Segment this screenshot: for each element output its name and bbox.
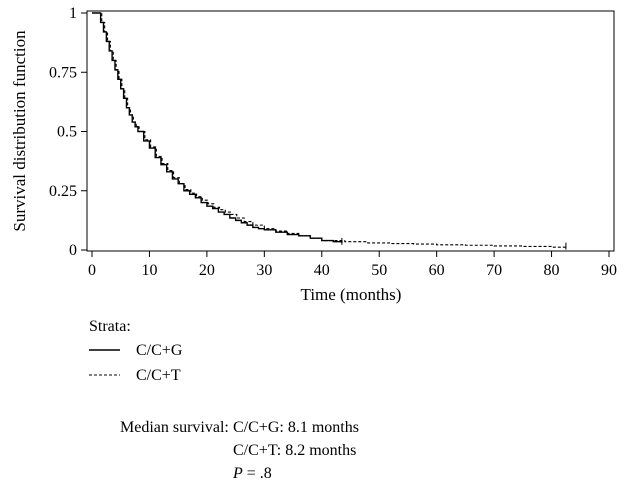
plot-frame <box>86 10 615 252</box>
legend-label-ct: C/C+T <box>136 367 181 384</box>
x-tick-label: 0 <box>88 262 96 279</box>
y-tick-label: 0.5 <box>57 124 77 141</box>
x-axis-title: Time (months) <box>301 285 402 304</box>
y-tick-label: 1 <box>69 5 77 22</box>
x-tick-label: 60 <box>429 262 445 279</box>
series-line-ct <box>92 12 567 248</box>
legend-title: Strata: <box>89 318 131 335</box>
y-tick-label: 0.25 <box>49 183 77 200</box>
x-tick-label: 50 <box>371 262 387 279</box>
median-survival-label: Median survival: <box>120 419 229 436</box>
y-axis-ticks: 0 0.25 0.5 0.75 1 <box>49 5 87 259</box>
x-tick-label: 80 <box>544 262 560 279</box>
x-tick-label: 90 <box>601 262 617 279</box>
x-tick-label: 20 <box>199 262 215 279</box>
x-tick-label: 10 <box>141 262 157 279</box>
x-tick-label: 70 <box>486 262 502 279</box>
median-survival-notes: Median survival: C/C+G: 8.1 months C/C+T… <box>120 419 359 482</box>
x-tick-label: 40 <box>314 262 330 279</box>
series-layer <box>92 12 567 250</box>
y-axis-title: Survival distribution function <box>10 30 29 232</box>
p-value-number: = .8 <box>243 465 272 482</box>
x-tick-label: 30 <box>256 262 272 279</box>
y-tick-label: 0.75 <box>49 64 77 81</box>
y-tick-label: 0 <box>69 242 77 259</box>
legend-label-cg: C/C+G <box>136 342 183 359</box>
legend: Strata: C/C+G C/C+T <box>89 318 183 384</box>
x-axis-ticks: 0 10 20 30 40 50 60 70 80 90 <box>88 251 617 279</box>
median-survival-ct: C/C+T: 8.2 months <box>233 442 356 459</box>
p-value: P = .8 <box>232 465 272 482</box>
median-survival-cg: C/C+G: 8.1 months <box>233 419 359 436</box>
p-value-symbol: P <box>232 465 243 482</box>
series-line-cg <box>92 12 343 243</box>
